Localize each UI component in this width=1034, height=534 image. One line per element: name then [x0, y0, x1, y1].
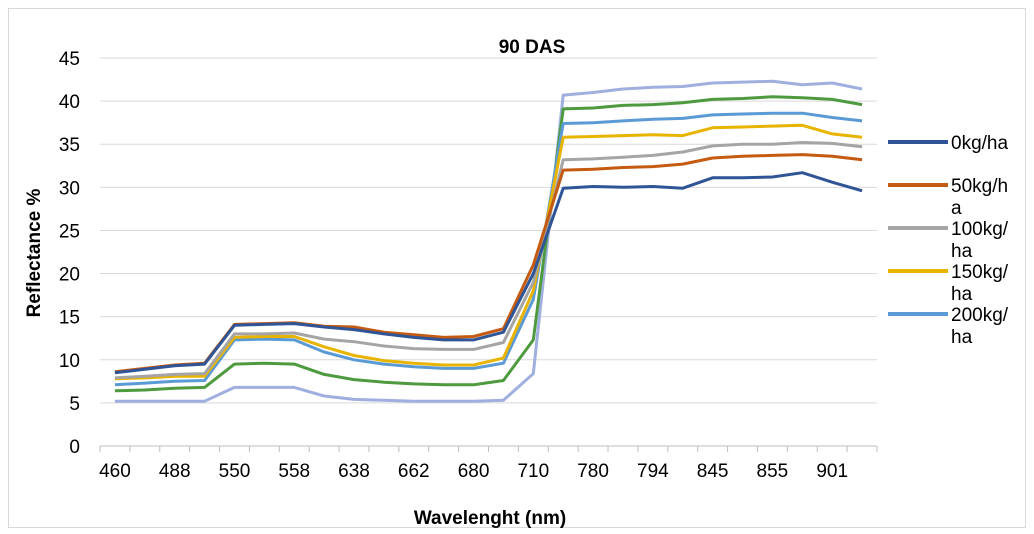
series-line	[114, 111, 863, 387]
legend-label: 150kg/	[951, 262, 1009, 283]
y-tick-label: 25	[59, 221, 80, 242]
y-tick-label: 0	[69, 437, 80, 458]
x-tick-label: 780	[577, 461, 609, 482]
chart-frame	[8, 8, 1026, 528]
x-tick-label: 550	[219, 461, 251, 482]
x-tick-label: 794	[637, 461, 669, 482]
grid-layer	[100, 57, 877, 404]
y-tick-label: 15	[59, 308, 80, 329]
y-tick-label: 20	[59, 265, 80, 286]
y-tick-label: 40	[59, 92, 80, 113]
series-line	[114, 79, 863, 403]
y-tick-label: 35	[59, 135, 80, 156]
x-tick-label: 638	[338, 461, 370, 482]
x-tick-label: 488	[159, 461, 191, 482]
series-line	[114, 141, 863, 380]
legend-label: ha	[951, 284, 973, 305]
chart-title: 90 DAS	[499, 37, 566, 58]
legend-label: a	[951, 198, 962, 219]
series-layer	[114, 79, 863, 403]
legend-label: 50kg/h	[951, 176, 1008, 197]
series-line	[114, 95, 863, 393]
y-tick-label: 30	[59, 178, 80, 199]
axis-layer: 0 5 10 15 20 25 30 35 40 45 460 488 550 558 638 662 680 7…	[59, 49, 878, 482]
x-tick-label: 680	[458, 461, 490, 482]
y-axis-title: Reflectance %	[24, 188, 45, 317]
x-tick-label: 460	[99, 461, 131, 482]
x-tick-label: 558	[278, 461, 310, 482]
y-tick-label: 5	[69, 394, 80, 415]
x-axis-title: Wavelenght (nm)	[414, 508, 566, 529]
x-tick-label: 901	[816, 461, 848, 482]
x-tick-label: 710	[517, 461, 549, 482]
series-line	[114, 123, 863, 381]
legend-label: 100kg/	[951, 219, 1009, 240]
x-tick-label: 662	[398, 461, 430, 482]
y-tick-label: 45	[59, 49, 80, 70]
y-tick-label: 10	[59, 351, 80, 372]
x-tick-label: 845	[697, 461, 729, 482]
legend-label: 0kg/ha	[951, 133, 1008, 154]
legend-label: ha	[951, 327, 973, 348]
x-tick-label: 855	[757, 461, 789, 482]
legend-label: 200kg/	[951, 305, 1009, 326]
series-line	[114, 171, 863, 375]
legend-label: ha	[951, 241, 973, 262]
